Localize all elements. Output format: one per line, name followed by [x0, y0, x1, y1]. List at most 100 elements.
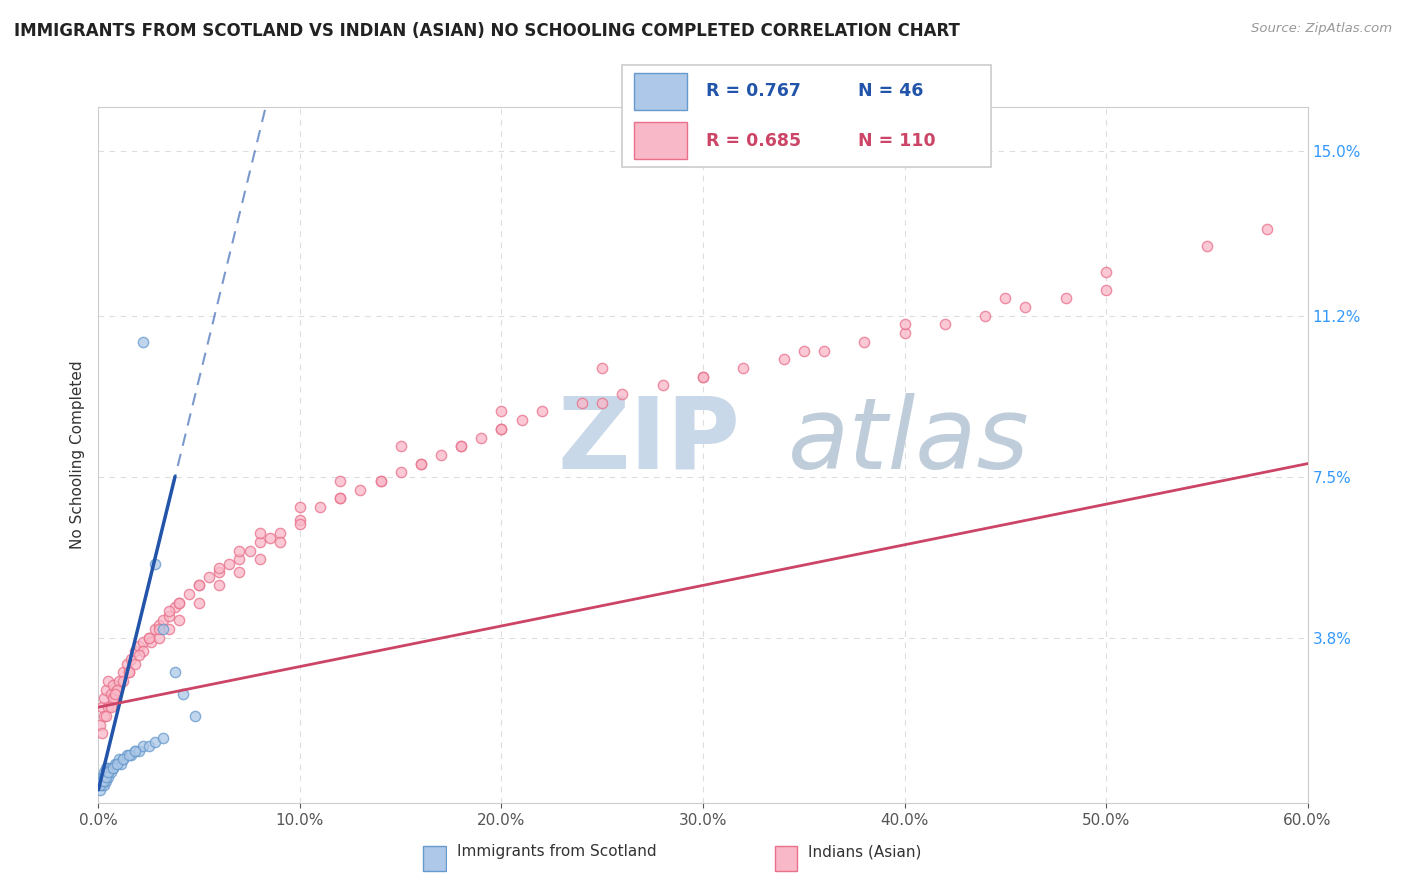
Point — [97, 765, 120, 780]
Point — [591, 396, 613, 410]
Point — [612, 387, 634, 401]
Text: ZIP: ZIP — [558, 392, 741, 490]
Point — [651, 378, 673, 392]
Point — [172, 687, 194, 701]
Point — [118, 747, 141, 762]
Point — [370, 474, 392, 488]
Point — [148, 622, 170, 636]
Point — [974, 309, 997, 323]
Point — [329, 491, 352, 506]
Point — [813, 343, 835, 358]
Point — [120, 652, 142, 666]
Point — [530, 404, 553, 418]
Point — [591, 360, 613, 375]
Point — [288, 500, 311, 514]
Point — [89, 778, 111, 792]
Point — [249, 535, 271, 549]
FancyBboxPatch shape — [634, 73, 688, 110]
Point — [793, 343, 815, 358]
Point — [101, 678, 124, 692]
Point — [97, 761, 120, 775]
Point — [188, 596, 211, 610]
Point — [105, 756, 128, 771]
Point — [118, 665, 141, 680]
Point — [100, 765, 122, 780]
Point — [208, 578, 231, 592]
Point — [1095, 283, 1118, 297]
Point — [228, 566, 250, 580]
Point — [329, 491, 352, 506]
Text: IMMIGRANTS FROM SCOTLAND VS INDIAN (ASIAN) NO SCHOOLING COMPLETED CORRELATION CH: IMMIGRANTS FROM SCOTLAND VS INDIAN (ASIA… — [14, 22, 960, 40]
Point — [105, 756, 128, 771]
Point — [188, 578, 211, 592]
Point — [111, 674, 134, 689]
Point — [96, 774, 118, 789]
Point — [853, 334, 876, 349]
Point — [349, 483, 371, 497]
Point — [470, 431, 492, 445]
Point — [491, 422, 513, 436]
Point — [157, 622, 180, 636]
Point — [218, 557, 240, 571]
Text: Indians (Asian): Indians (Asian) — [808, 845, 922, 859]
Point — [132, 739, 155, 754]
Point — [1014, 300, 1036, 314]
Point — [124, 657, 146, 671]
Point — [167, 596, 190, 610]
Point — [93, 778, 115, 792]
Point — [91, 774, 114, 789]
Point — [138, 631, 160, 645]
Point — [103, 687, 125, 701]
Text: N = 46: N = 46 — [858, 82, 924, 100]
Point — [450, 439, 472, 453]
Point — [91, 774, 114, 789]
Point — [110, 756, 132, 771]
Point — [93, 765, 115, 780]
Point — [128, 639, 150, 653]
Point — [450, 439, 472, 453]
Point — [249, 526, 271, 541]
Point — [198, 570, 221, 584]
Point — [269, 526, 291, 541]
Text: Immigrants from Scotland: Immigrants from Scotland — [457, 845, 657, 859]
Point — [132, 334, 155, 349]
Point — [143, 622, 166, 636]
Point — [994, 291, 1017, 305]
Point — [179, 587, 201, 601]
Point — [105, 682, 128, 697]
Point — [97, 770, 120, 784]
Point — [124, 744, 146, 758]
Point — [288, 513, 311, 527]
Point — [100, 687, 122, 701]
Point — [93, 691, 115, 706]
Point — [184, 708, 207, 723]
Point — [148, 617, 170, 632]
Point — [138, 631, 160, 645]
Point — [370, 474, 392, 488]
Point — [89, 717, 111, 731]
Point — [249, 552, 271, 566]
Point — [1095, 265, 1118, 279]
Point — [101, 691, 124, 706]
Point — [93, 708, 115, 723]
Text: Source: ZipAtlas.com: Source: ZipAtlas.com — [1251, 22, 1392, 36]
Point — [105, 682, 128, 697]
Text: atlas: atlas — [787, 392, 1029, 490]
Point — [772, 352, 794, 367]
Point — [288, 517, 311, 532]
Text: R = 0.685: R = 0.685 — [706, 132, 801, 150]
Point — [132, 643, 155, 657]
Point — [96, 770, 118, 784]
Point — [96, 682, 118, 697]
Point — [89, 774, 111, 789]
Point — [1195, 239, 1218, 253]
Point — [115, 747, 138, 762]
Point — [132, 635, 155, 649]
Point — [139, 635, 162, 649]
Point — [409, 457, 432, 471]
Point — [89, 782, 111, 797]
Point — [239, 543, 262, 558]
Point — [491, 422, 513, 436]
Point — [167, 596, 190, 610]
Point — [111, 752, 134, 766]
